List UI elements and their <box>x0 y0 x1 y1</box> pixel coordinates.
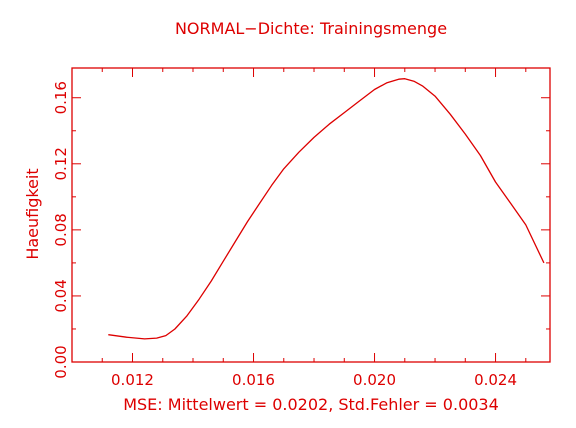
y-tick-label: 0.12 <box>52 147 70 180</box>
y-axis-label: Haeufigkeit <box>23 168 42 259</box>
x-axis-ticks: 0.012 0.016 0.020 0.024 <box>71 68 527 389</box>
density-curve <box>108 78 545 340</box>
x-tick-label: 0.012 <box>111 371 154 389</box>
x-tick-label: 0.020 <box>353 371 396 389</box>
plot-frame <box>71 67 551 363</box>
y-tick-label: 0.08 <box>52 213 70 246</box>
x-axis-label: MSE: Mittelwert = 0.0202, Std.Fehler = 0… <box>123 395 499 414</box>
x-tick-label: 0.024 <box>474 371 517 389</box>
y-tick-label: 0.00 <box>52 345 70 378</box>
chart-title: NORMAL−Dichte: Trainingsmenge <box>175 19 447 38</box>
plot-axes <box>71 67 551 363</box>
x-tick-label: 0.016 <box>232 371 275 389</box>
y-axis-ticks: 0.00 0.04 0.08 0.12 0.16 <box>52 81 550 379</box>
y-tick-label: 0.04 <box>52 279 70 312</box>
y-tick-label: 0.16 <box>52 81 70 114</box>
series-lines <box>108 78 545 340</box>
